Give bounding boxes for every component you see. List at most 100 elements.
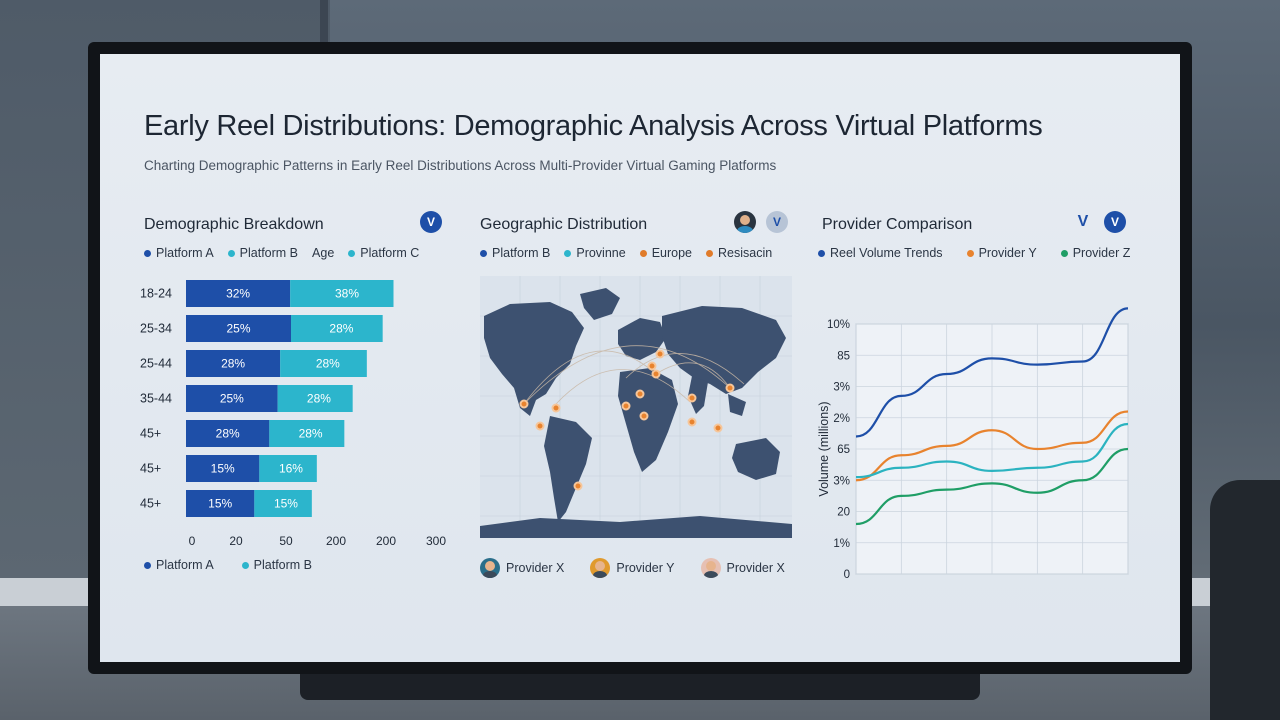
demographic-title: Demographic Breakdown (144, 216, 324, 233)
asia (662, 306, 786, 394)
legend-label: Platform C (360, 246, 420, 260)
marker (639, 411, 649, 421)
bar-platform-a (186, 490, 255, 517)
legend-dot (348, 249, 356, 257)
category-label: 25-44 (140, 357, 172, 371)
marker (687, 417, 697, 427)
south-america (544, 416, 592, 522)
y-tick-label: 2% (833, 413, 850, 425)
bar-platform-b (269, 420, 345, 447)
series-line (855, 447, 1129, 526)
page-subtitle: Charting Demographic Patterns in Early R… (144, 158, 777, 173)
v-logo-icon[interactable]: V (766, 211, 788, 233)
data-label: 28% (216, 427, 240, 441)
legend-label: Resisacin (718, 246, 773, 260)
bar-platform-a (186, 315, 291, 342)
legend-item-reel-volume: Reel Volume Trends (818, 246, 943, 260)
bar-platform-a (186, 280, 291, 307)
category-label: 18-24 (140, 287, 172, 301)
legend-label: Europe (651, 246, 693, 260)
user-avatar[interactable] (734, 211, 756, 233)
legend-label: Provider Y (978, 246, 1037, 260)
provider-label: Provider X (726, 561, 785, 575)
data-label: 25% (226, 322, 250, 336)
greenland (580, 288, 620, 320)
data-label: 38% (335, 287, 359, 301)
category-label: 45+ (140, 427, 161, 441)
legend-item-provinne: Provinne (564, 246, 626, 260)
marker (651, 369, 661, 379)
legend-dot (966, 249, 974, 257)
background-pillar (320, 0, 328, 60)
provider-line-chart: 01%203%652%3%8510%Mon1Mon1Mon2Mar2Mar3At… (817, 307, 1129, 578)
bar-platform-b (280, 350, 367, 377)
legend-label: Platform B (492, 246, 551, 260)
geographic-title: Geographic Distribution (480, 216, 648, 233)
data-label: 28% (221, 357, 245, 371)
legend-item-provider-y: Provider Y (966, 246, 1037, 260)
provider-item[interactable]: Provider X (700, 558, 785, 578)
avatar (590, 558, 611, 578)
world-map (480, 276, 792, 538)
provider-item[interactable]: Provider Y (590, 558, 675, 578)
y-tick-label: 1% (833, 538, 850, 550)
north-america (484, 302, 584, 416)
legend-label: Age (312, 246, 335, 260)
legend-label: Reel Volume Trends (830, 246, 943, 260)
marker (687, 393, 697, 403)
tick-label: 20 (229, 534, 243, 548)
geographic-legend: Platform B Provinne Europe Resisacin (480, 246, 772, 260)
location-markers (519, 349, 735, 491)
legend-dot (227, 249, 235, 257)
bar-platform-b (259, 455, 317, 482)
v-logo-icon[interactable]: V (1077, 213, 1089, 230)
legend-label: Provider Z (1072, 246, 1131, 260)
data-label: 28% (299, 427, 323, 441)
bar-platform-a (186, 350, 281, 377)
y-axis-label: Volume (millions) (817, 401, 831, 496)
marker (725, 383, 735, 393)
dashboard-screen: Early Reel Distributions: Demographic An… (100, 54, 1180, 662)
legend-dot (144, 561, 151, 569)
data-label: 28% (329, 322, 353, 336)
legend-item-platform-b: Platform B (480, 246, 550, 260)
data-label: 16% (279, 462, 303, 476)
demographic-bottom-legend: Platform A Platform B (144, 558, 312, 572)
legend-item-platform-c: Platform C (348, 246, 419, 260)
demographic-legend: Platform A Platform B Age Platform C (144, 246, 419, 260)
legend-item-resisacin: Resisacin (706, 246, 772, 260)
v-logo-icon[interactable]: V (1104, 211, 1126, 233)
legend-item-platform-b: Platform B (227, 246, 298, 260)
legend-dot (1060, 249, 1068, 257)
legend-item-provider-z: Provider Z (1060, 246, 1131, 260)
marker (551, 403, 561, 413)
provider-item[interactable]: Provider X (480, 558, 564, 578)
legend-label: Platform A (156, 558, 214, 572)
bar-platform-b (254, 490, 312, 517)
category-label: 45+ (140, 462, 161, 476)
legend-dot (480, 249, 487, 257)
legend-dot (706, 249, 714, 257)
legend-dot (639, 249, 647, 257)
data-label: 15% (211, 462, 235, 476)
australia (732, 438, 780, 480)
tick-label: 300 (426, 534, 446, 548)
series-line (855, 410, 1129, 482)
y-tick-label: 10% (827, 319, 850, 331)
legend-label: Platform A (156, 246, 214, 260)
india (688, 376, 708, 414)
demographic-bar-chart: 18-24 32% 38% 25-34 25% 28% 25-44 28% 28% 35-44 25… (140, 280, 446, 548)
antarctica (480, 516, 792, 538)
marker (535, 421, 545, 431)
v-logo-icon[interactable]: V (420, 211, 442, 233)
category-label: 35-44 (140, 392, 172, 406)
data-label: 15% (208, 497, 232, 511)
series-line (855, 307, 1129, 438)
series-line (855, 422, 1129, 479)
data-label: 15% (274, 497, 298, 511)
europe (618, 318, 666, 360)
tick-label: 0 (189, 534, 196, 548)
legend-dot (564, 249, 572, 257)
bar-platform-b (290, 280, 394, 307)
legend-dot (818, 249, 825, 257)
